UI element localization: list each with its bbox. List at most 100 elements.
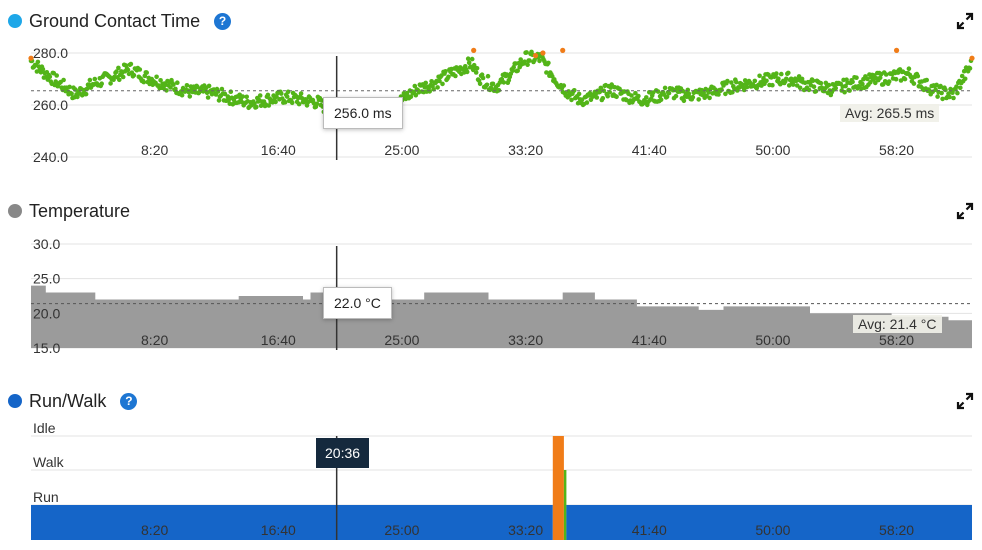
y-tick-label: 240.0 [33, 149, 68, 165]
data-point [187, 94, 193, 99]
data-point [752, 78, 758, 84]
data-point [813, 89, 819, 94]
data-point [790, 82, 796, 87]
y-category-label: Run [33, 489, 59, 505]
data-point [274, 94, 279, 99]
data-point [144, 70, 149, 75]
outlier-point [560, 47, 566, 53]
series-color-dot [8, 394, 22, 408]
data-point [141, 79, 147, 85]
data-point [443, 69, 448, 74]
data-point [662, 85, 668, 91]
x-tick-label: 50:00 [755, 142, 790, 158]
data-point [171, 82, 176, 87]
ground-contact-time-tooltip: 256.0 ms [323, 97, 403, 129]
x-tick-label: 58:20 [879, 142, 914, 158]
data-point [84, 86, 90, 92]
data-point [125, 67, 131, 73]
temperature-panel: Temperature [0, 198, 982, 358]
x-tick-label: 41:40 [632, 142, 667, 158]
data-point [951, 95, 956, 101]
data-point [131, 72, 137, 78]
y-tick-label: 280.0 [33, 45, 68, 61]
x-tick-label: 25:00 [384, 142, 419, 158]
data-point [296, 101, 302, 107]
data-point [314, 101, 320, 107]
data-point [811, 84, 817, 89]
data-point [544, 70, 549, 75]
data-point [108, 81, 113, 86]
question-icon[interactable]: ? [214, 12, 232, 30]
data-point [488, 85, 494, 91]
data-point [958, 85, 963, 91]
run-walk-segment-idle [552, 436, 564, 540]
data-point [40, 66, 46, 72]
data-point [707, 95, 712, 101]
data-point [47, 74, 53, 79]
expand-icon[interactable] [956, 392, 974, 410]
expand-icon[interactable] [956, 202, 974, 220]
data-point [850, 79, 855, 85]
data-point [883, 72, 889, 77]
data-point [466, 60, 472, 66]
x-tick-label: 16:40 [261, 142, 296, 158]
temperature-tooltip: 22.0 °C [323, 287, 392, 319]
data-point [706, 90, 711, 95]
data-point [658, 97, 664, 103]
data-point [228, 89, 234, 94]
series-color-dot [8, 204, 22, 218]
data-point [116, 65, 121, 71]
outlier-point [540, 50, 546, 56]
data-point [484, 82, 490, 88]
data-point [744, 84, 750, 90]
data-point [561, 83, 567, 88]
x-tick-label: 58:20 [879, 332, 914, 348]
panel-title: Temperature [29, 200, 131, 221]
data-point [569, 97, 574, 103]
ground-contact-time-chart: 240.0 260.0 280.0 8:20 16:40 25:00 33:20 41:40 5… [28, 45, 975, 165]
data-point [222, 91, 228, 97]
data-point [469, 56, 475, 62]
panel-title: Run/Walk [29, 390, 107, 411]
data-point [206, 83, 212, 89]
data-point [868, 80, 873, 85]
data-point [257, 93, 263, 98]
temperature-area [31, 285, 972, 348]
question-icon[interactable]: ? [120, 392, 138, 410]
x-tick-label: 58:20 [879, 522, 914, 538]
data-point [244, 94, 249, 100]
data-point [473, 70, 479, 75]
x-tick-label: 50:00 [755, 522, 790, 538]
data-point [725, 78, 730, 84]
data-point [877, 75, 883, 81]
data-point [761, 75, 766, 81]
data-point [911, 81, 917, 86]
data-point [633, 90, 638, 96]
series-color-dot [8, 14, 22, 28]
data-point [681, 98, 687, 104]
data-point [114, 69, 119, 74]
data-point [284, 94, 290, 99]
data-point [818, 80, 824, 86]
panel-header: Run/Walk ? [8, 388, 138, 414]
data-point [205, 95, 211, 100]
x-tick-label: 41:40 [632, 522, 667, 538]
data-point [546, 60, 551, 66]
data-point [939, 90, 944, 96]
data-point [435, 85, 440, 90]
data-point [666, 90, 672, 96]
data-point [35, 59, 41, 65]
data-point [99, 81, 104, 86]
outlier-point [28, 55, 34, 61]
data-point [465, 56, 471, 61]
data-point [624, 97, 629, 103]
data-point [298, 91, 304, 96]
expand-icon[interactable] [956, 12, 974, 30]
data-point [215, 89, 221, 94]
cursor-time-tooltip: 20:36 [316, 438, 370, 468]
data-point [83, 91, 89, 97]
data-point [117, 77, 122, 83]
data-point [810, 78, 816, 83]
y-tick-label: 260.0 [33, 97, 68, 113]
outlier-point [969, 55, 975, 61]
